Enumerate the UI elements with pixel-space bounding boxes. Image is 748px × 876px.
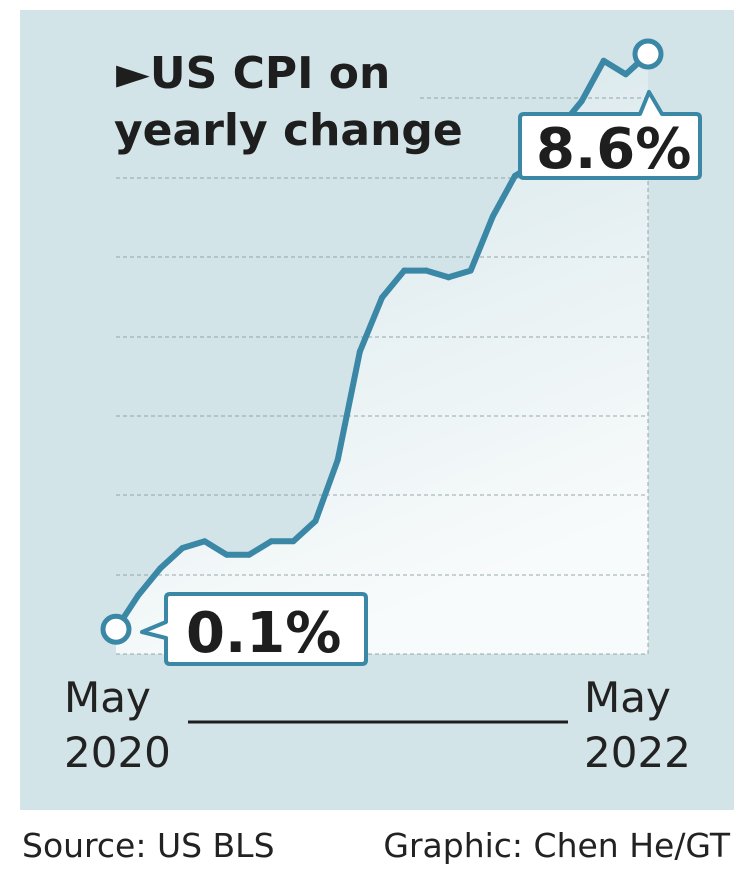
title-marker: ►	[116, 48, 150, 99]
data-point	[312, 517, 319, 524]
data-point	[201, 538, 208, 545]
x-label-end-month: May	[584, 673, 671, 722]
chart-panel: ►US CPI on yearly change 0.1% 8.6% May 2…	[20, 10, 734, 810]
chart-title-line2: yearly change	[114, 105, 463, 156]
end-value-label: 8.6%	[536, 117, 691, 182]
end-callout-box	[518, 90, 702, 180]
data-point	[179, 545, 186, 552]
data-points	[113, 51, 651, 633]
credit-text: Graphic: Chen He/GT	[383, 826, 730, 865]
data-point	[356, 348, 363, 355]
data-point	[467, 267, 474, 274]
data-point	[622, 71, 629, 78]
data-point	[401, 267, 408, 274]
start-value-label: 0.1%	[186, 601, 341, 666]
source-text: Source: US BLS	[22, 826, 275, 865]
title-text-1: US CPI on	[150, 48, 391, 99]
data-point	[423, 267, 430, 274]
data-point	[512, 172, 518, 179]
chart-title-line1: ►US CPI on	[116, 48, 390, 99]
data-point	[246, 551, 252, 558]
x-label-start-month: May	[64, 673, 151, 722]
end-callout: 8.6%	[518, 90, 702, 182]
start-callout-box	[140, 592, 368, 666]
area-fill	[116, 54, 648, 654]
data-point	[379, 294, 385, 301]
start-callout: 0.1%	[140, 592, 368, 666]
x-label-end-year: 2022	[584, 728, 691, 777]
data-point	[223, 551, 230, 558]
data-point	[578, 98, 585, 105]
data-point	[600, 57, 607, 64]
data-point	[157, 565, 164, 572]
data-point	[268, 538, 275, 545]
data-point	[334, 457, 341, 464]
data-point	[290, 538, 297, 545]
start-point-marker	[100, 613, 132, 645]
data-point	[445, 274, 452, 281]
cpi-chart: ►US CPI on yearly change 0.1% 8.6% May 2…	[64, 38, 702, 777]
data-point	[135, 592, 142, 599]
end-point-marker	[632, 38, 664, 70]
data-point	[489, 213, 496, 220]
x-label-start-year: 2020	[64, 728, 171, 777]
